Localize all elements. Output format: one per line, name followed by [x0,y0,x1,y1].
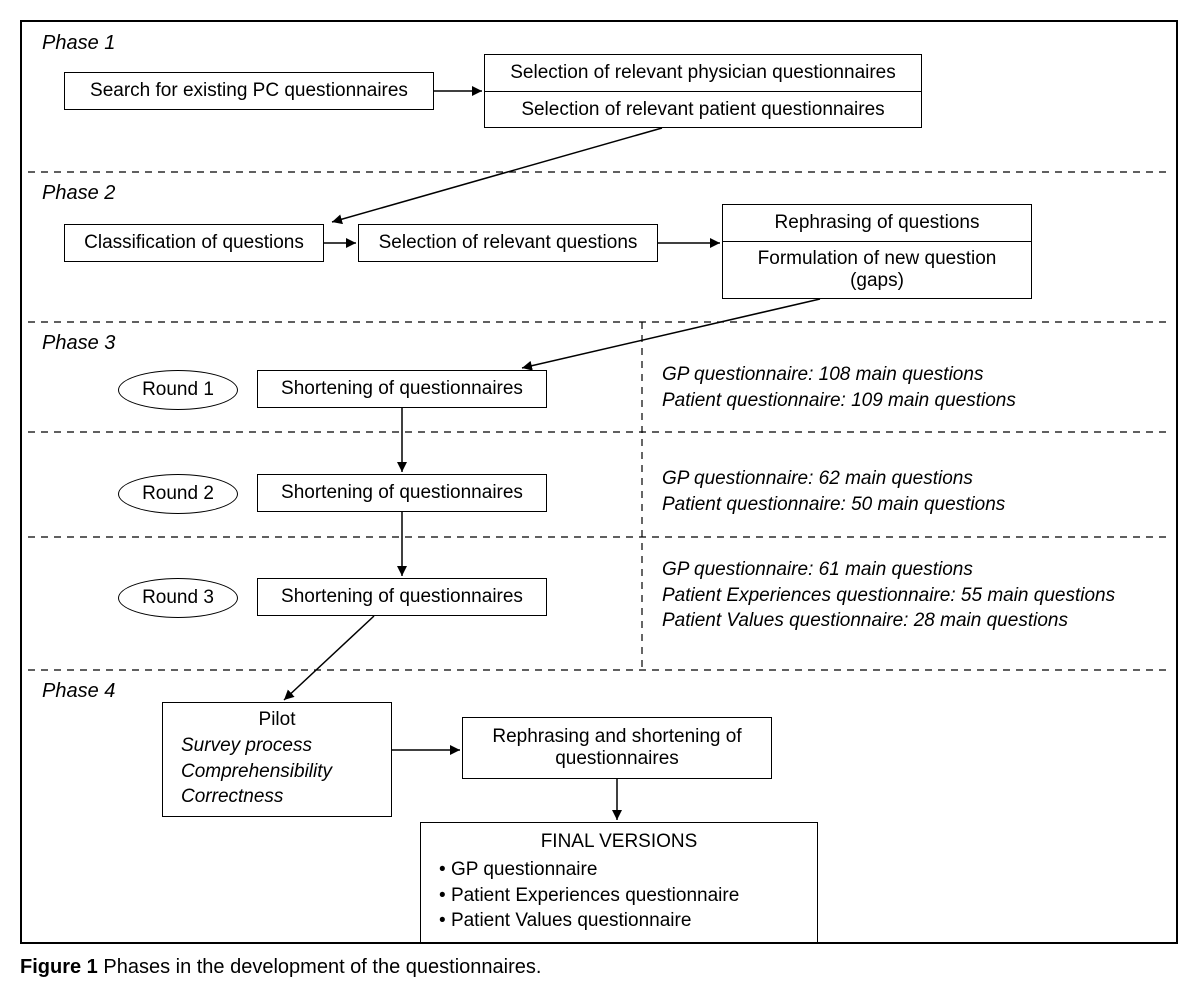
final-title: FINAL VERSIONS [439,831,799,853]
node-search-label: Search for existing PC questionnaires [90,80,408,102]
annot-r3-gp: GP questionnaire: 61 main questions [662,557,1115,583]
node-short3-label: Shortening of questionnaires [281,586,523,608]
round-3-label: Round 3 [142,587,214,609]
node-short1: Shortening of questionnaires [257,370,547,408]
phase-3-label: Phase 3 [42,332,115,355]
node-classify: Classification of questions [64,224,324,262]
caption-text: Phases in the development of the questio… [103,956,541,978]
annot-r1-pat: Patient questionnaire: 109 main question… [662,388,1016,414]
node-formulate-label: Formulation of new question (gaps) [731,248,1023,292]
annot-r1-gp: GP questionnaire: 108 main questions [662,362,1016,388]
node-pilot: Pilot Survey process Comprehensibility C… [162,702,392,817]
pilot-title: Pilot [181,709,373,731]
node-sel-physician: Selection of relevant physician question… [484,54,922,91]
node-formulate: Formulation of new question (gaps) [722,241,1032,299]
node-short2: Shortening of questionnaires [257,474,547,512]
figure-caption: Figure 1 Phases in the development of th… [20,956,1178,979]
final-line-1: • Patient Experiences questionnaire [439,883,799,909]
node-classify-label: Classification of questions [84,232,304,254]
final-line-0: • GP questionnaire [439,857,799,883]
round-3-ellipse: Round 3 [118,578,238,618]
round-1-ellipse: Round 1 [118,370,238,410]
node-rephrase-short: Rephrasing and shortening of questionnai… [462,717,772,779]
pilot-line-2: Correctness [181,784,373,810]
annot-r1: GP questionnaire: 108 main questions Pat… [662,362,1016,413]
node-final: FINAL VERSIONS • GP questionnaire • Pati… [420,822,818,943]
annot-r3-pe: Patient Experiences questionnaire: 55 ma… [662,583,1115,609]
phase-4-label: Phase 4 [42,680,115,703]
annot-r3-pv: Patient Values questionnaire: 28 main qu… [662,608,1115,634]
annot-r2: GP questionnaire: 62 main questions Pati… [662,466,1005,517]
flowchart-frame: Phase 1 Phase 2 Phase 3 Phase 4 Search f… [20,20,1178,944]
caption-label: Figure 1 [20,956,98,978]
phase-2-label: Phase 2 [42,182,115,205]
round-2-label: Round 2 [142,483,214,505]
node-rephrase: Rephrasing of questions [722,204,1032,241]
node-search: Search for existing PC questionnaires [64,72,434,110]
node-sel-physician-label: Selection of relevant physician question… [510,62,896,84]
round-2-ellipse: Round 2 [118,474,238,514]
node-sel-questions: Selection of relevant questions [358,224,658,262]
pilot-line-0: Survey process [181,733,373,759]
round-1-label: Round 1 [142,379,214,401]
node-short2-label: Shortening of questionnaires [281,482,523,504]
annot-r2-pat: Patient questionnaire: 50 main questions [662,492,1005,518]
node-rephrase-short-label: Rephrasing and shortening of questionnai… [471,726,763,770]
node-short1-label: Shortening of questionnaires [281,378,523,400]
node-rephrase-label: Rephrasing of questions [775,212,980,234]
phase-1-label: Phase 1 [42,32,115,55]
node-sel-patient-label: Selection of relevant patient questionna… [521,99,884,121]
final-line-2: • Patient Values questionnaire [439,908,799,934]
pilot-line-1: Comprehensibility [181,759,373,785]
node-sel-questions-label: Selection of relevant questions [379,232,638,254]
figure-container: Phase 1 Phase 2 Phase 3 Phase 4 Search f… [20,20,1178,979]
node-short3: Shortening of questionnaires [257,578,547,616]
annot-r3: GP questionnaire: 61 main questions Pati… [662,557,1115,634]
annot-r2-gp: GP questionnaire: 62 main questions [662,466,1005,492]
node-sel-patient: Selection of relevant patient questionna… [484,91,922,128]
